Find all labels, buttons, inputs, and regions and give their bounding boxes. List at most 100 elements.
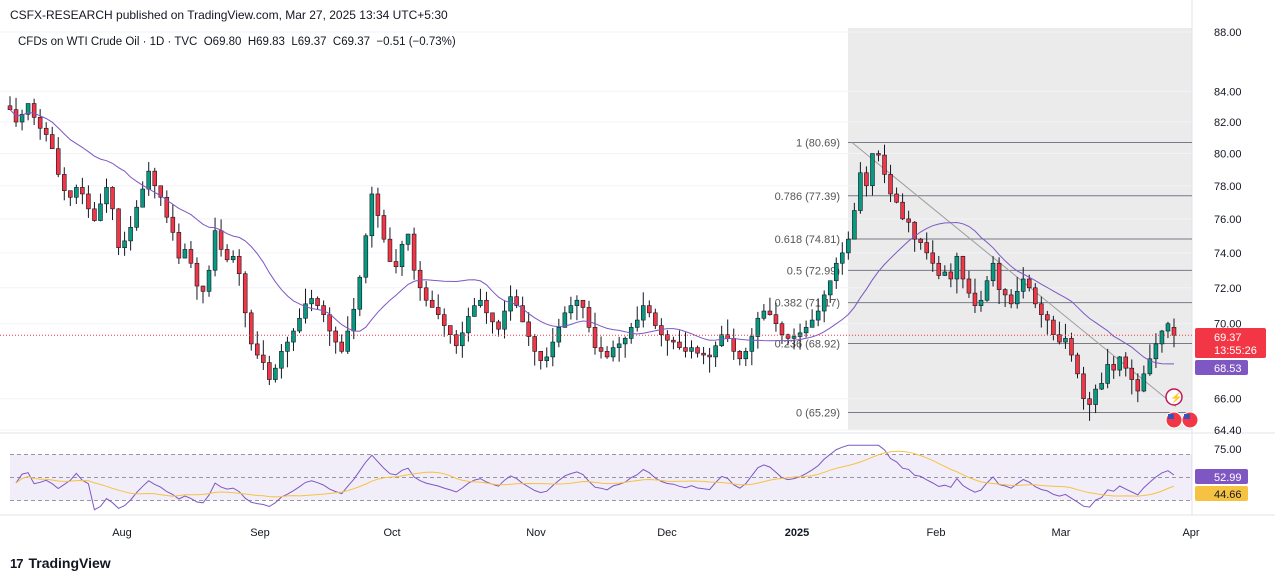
candle-body <box>846 238 851 254</box>
rsi-ma-tag: 44.66 <box>1195 486 1248 501</box>
candle-body <box>526 321 531 337</box>
rsi-upper-label: 75.00 <box>1214 444 1242 456</box>
candle-body <box>230 256 236 261</box>
candle-body <box>936 262 942 276</box>
candle-body <box>212 230 218 271</box>
price-tick-label: 74.00 <box>1214 248 1242 260</box>
candle-body <box>1063 338 1068 343</box>
candle-body <box>1081 373 1086 400</box>
candle-body <box>858 172 863 211</box>
candle-body <box>731 338 736 352</box>
candle-body <box>49 134 55 150</box>
candle-body <box>580 299 586 308</box>
rsi-line <box>15 444 1175 511</box>
date-range-highlight <box>848 28 1192 430</box>
candle-body <box>1123 356 1129 369</box>
candle-body <box>598 347 604 352</box>
candle-body <box>592 327 598 348</box>
time-tick-label: 2025 <box>785 527 809 539</box>
candle-body <box>870 153 875 187</box>
candle-body <box>297 317 302 332</box>
candle-body <box>1087 398 1092 405</box>
symbol-name[interactable]: CFDs on WTI Crude Oil · 1D · TVC <box>18 36 198 48</box>
candle-body <box>417 269 423 289</box>
candle-body <box>170 216 176 233</box>
candle-body <box>996 262 1002 290</box>
price-tick-label: 64.40 <box>1214 425 1242 437</box>
time-tick-label: Dec <box>657 527 677 539</box>
candle-body <box>966 278 972 294</box>
candle-body <box>894 193 899 203</box>
candle-body <box>128 226 133 242</box>
candle-body <box>164 196 170 218</box>
time-axis[interactable]: Aug Sep Oct Nov Dec 2025 Feb Mar Apr <box>112 527 1200 539</box>
candle-body <box>339 341 344 352</box>
price-tick-label: 66.00 <box>1214 394 1242 406</box>
rsi-tag: 52.99 <box>1195 469 1248 484</box>
candle-body <box>797 332 803 337</box>
candle-body <box>616 343 622 348</box>
lightning-event-icon[interactable]: ⚡ <box>1165 388 1183 406</box>
candle-body <box>182 249 188 259</box>
candle-body <box>496 321 501 330</box>
time-tick-label: Mar <box>1052 527 1071 539</box>
candle-body <box>43 127 49 135</box>
candle-body <box>1093 388 1098 405</box>
candle-body <box>749 336 755 352</box>
candle-body <box>791 336 797 339</box>
candle-body <box>267 362 272 380</box>
ma-value: 68.53 <box>1214 363 1242 375</box>
high-value: H69.83 <box>247 36 285 48</box>
candle-body <box>110 187 115 210</box>
candle-body <box>7 105 13 110</box>
candle-body <box>1147 358 1153 375</box>
candle-body <box>194 262 200 287</box>
us-flag-event-icon[interactable] <box>1165 411 1199 429</box>
fibonacci-retracement[interactable]: 1 (80.69) 0.786 (77.39) 0.618 (74.81) 0.5 (… <box>775 138 1192 420</box>
candle-body <box>1129 367 1135 380</box>
moving-average-line <box>9 109 1174 365</box>
candle-body <box>574 299 580 306</box>
candle-body <box>1165 323 1171 332</box>
candle-body <box>713 345 718 358</box>
price-axis[interactable]: 88.00 84.00 82.00 80.00 78.00 76.00 74.00 72.00… <box>1214 27 1242 437</box>
candle-body <box>1117 356 1122 371</box>
candle-body <box>460 332 465 347</box>
candle-body <box>502 310 507 330</box>
candle-body <box>31 103 37 118</box>
candle-body <box>864 172 869 187</box>
candle-body <box>80 187 85 195</box>
candle-body <box>653 312 658 326</box>
candle-body <box>647 305 652 314</box>
candle-body <box>454 334 459 347</box>
candle-body <box>1105 364 1110 384</box>
candle-body <box>695 347 700 354</box>
price-tick-label: 80.00 <box>1214 148 1242 160</box>
candle-body <box>248 312 254 345</box>
candle-body <box>544 356 550 361</box>
tradingview-brand[interactable]: 17 TradingView <box>10 555 111 571</box>
candle-body <box>291 330 296 343</box>
candle-body <box>622 338 628 345</box>
candle-body <box>1045 314 1050 321</box>
candle-body <box>387 238 393 262</box>
fib-level-label: 0.786 (77.39) <box>775 191 840 203</box>
symbol-legend: CFDs on WTI Crude Oil · 1D · TVC O69.80 … <box>18 36 456 48</box>
candle-body <box>472 305 477 317</box>
candle-body <box>773 314 779 325</box>
candle-body <box>1153 343 1159 360</box>
candle-body <box>737 351 743 360</box>
ma-tag: 68.53 <box>1195 360 1248 375</box>
time-tick-label: Nov <box>526 527 546 539</box>
trend-line[interactable] <box>851 142 1177 407</box>
candle-body <box>1099 383 1104 390</box>
price-tick-label: 72.00 <box>1214 283 1242 295</box>
candle-body <box>900 201 905 220</box>
fib-level-label: 0.236 (68.92) <box>775 339 840 351</box>
candle-body <box>634 319 640 328</box>
candle-body <box>610 347 616 358</box>
candle-body <box>568 305 574 314</box>
fib-level-label: 0 (65.29) <box>796 408 840 420</box>
candle-body <box>448 325 453 335</box>
